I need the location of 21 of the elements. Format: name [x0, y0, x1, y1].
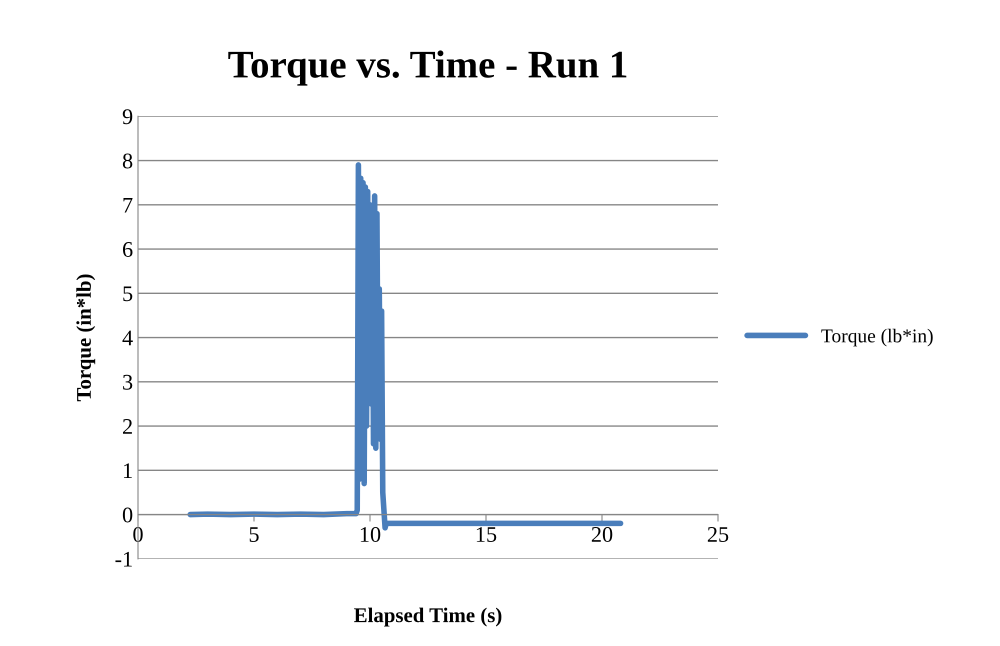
y-tick-label: 1	[124, 463, 132, 478]
y-tick-label: 5	[123, 286, 132, 302]
x-tick-label: 15	[476, 527, 496, 542]
x-tick-label: 10	[360, 526, 380, 542]
x-tick-label: 25	[708, 527, 728, 542]
y-tick-label: 2	[123, 419, 132, 434]
y-tick-label: 9	[122, 109, 132, 124]
y-axis-title: Torque (in*lb)	[76, 274, 96, 402]
y-tick-label: 8	[122, 153, 132, 168]
x-axis-title: Elapsed Time (s)	[354, 608, 502, 626]
y-tick-label: 7	[123, 198, 132, 212]
y-tick-label: 4	[122, 330, 133, 346]
chart-title: Torque vs. Time - Run 1	[228, 50, 626, 86]
y-tick-label: 6	[122, 242, 132, 257]
legend-label: Torque (lb*in)	[821, 328, 933, 346]
x-tick-label: 0	[133, 526, 143, 542]
x-tick-label: 5	[250, 527, 259, 542]
y-tick-label: 3	[123, 374, 132, 390]
y-tick-label: 0	[122, 507, 132, 522]
y-tick-label: -1	[115, 552, 132, 566]
x-tick-label: 20	[592, 526, 612, 542]
